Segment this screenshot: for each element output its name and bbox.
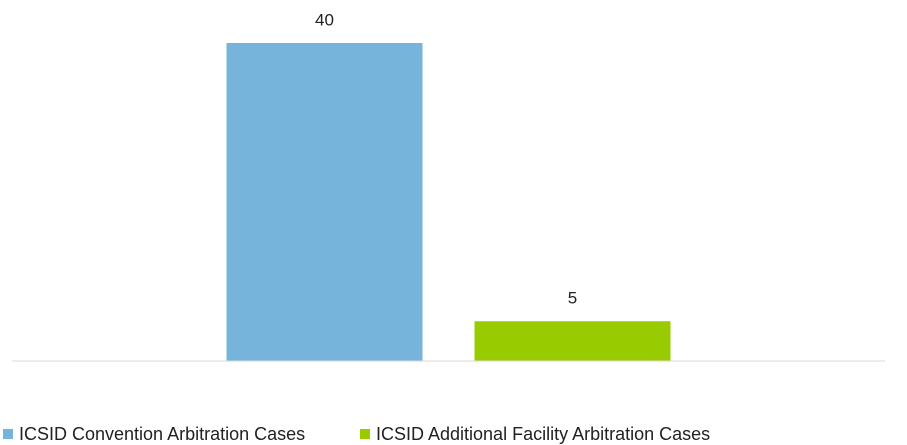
bar: [226, 43, 423, 361]
legend-label: ICSID Convention Arbitration Cases: [19, 424, 305, 444]
value-label: 40: [315, 10, 334, 29]
legend-label: ICSID Additional Facility Arbitration Ca…: [376, 424, 710, 444]
legend-swatch: [360, 429, 370, 439]
bar: [474, 321, 671, 361]
legend-swatch: [3, 429, 13, 439]
value-label: 5: [568, 289, 577, 308]
